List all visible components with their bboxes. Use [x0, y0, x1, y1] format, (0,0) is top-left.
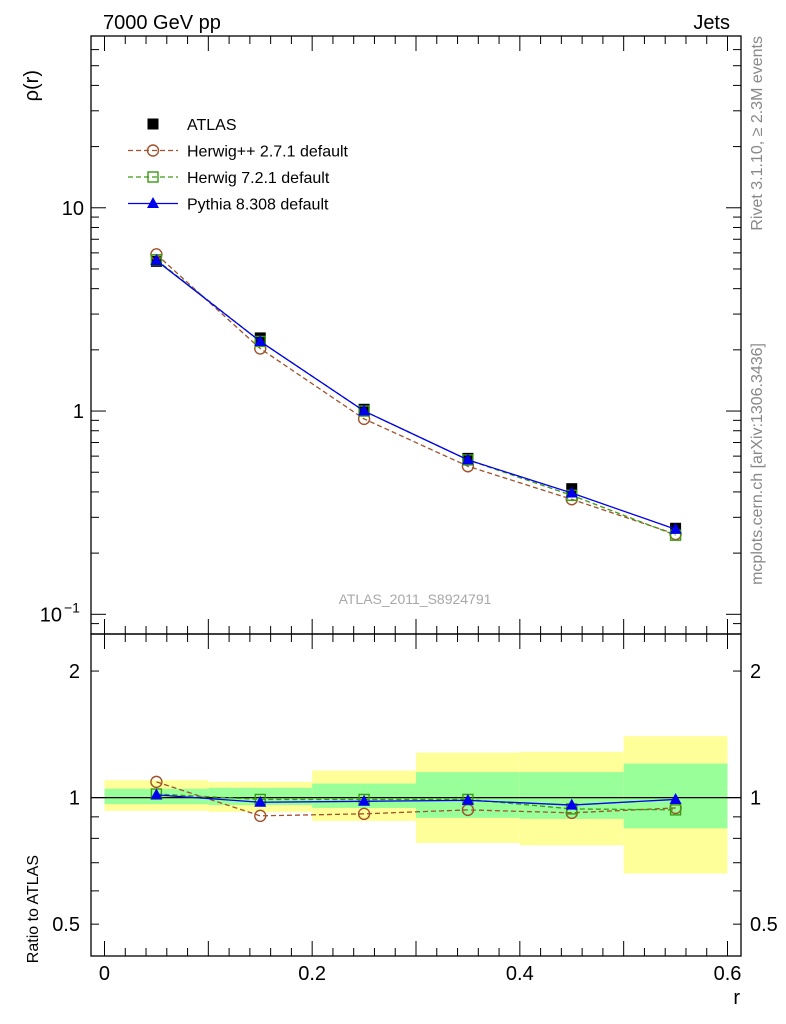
ratio-point-pythia — [358, 794, 371, 806]
ratio-point-pythia — [565, 798, 578, 810]
main-ytick-label: 10 — [40, 604, 62, 626]
x-axis-label: r — [733, 987, 740, 1009]
ratio-point-herwigpp — [150, 775, 163, 789]
main-point-pythia — [254, 334, 267, 346]
ratio-point-pythia — [150, 788, 163, 800]
ratio-uncertainty-bands — [104, 736, 728, 874]
ratio-line-herwigpp — [156, 781, 676, 817]
x-tick-label: 0.6 — [714, 963, 742, 985]
ratio-ytick-label-right: 0.5 — [750, 914, 778, 936]
main-line-pythia — [156, 260, 676, 530]
ratio-ytick-label: 0.5 — [52, 914, 80, 936]
rivet-version-label: Rivet 3.1.10, ≥ 2.3M events — [749, 36, 766, 231]
main-ytick-label: 1 — [73, 401, 84, 423]
mcplots-citation-label: mcplots.cern.ch [arXiv:1306.3436] — [749, 343, 766, 585]
ratio-ytick-label-right: 1 — [750, 788, 761, 810]
plot-frames — [90, 35, 742, 957]
main-point-pythia — [565, 486, 578, 498]
legend-marker-herwigpp — [146, 144, 160, 157]
ratio-point-herwigpp — [254, 809, 267, 823]
band-inner-4 — [519, 772, 624, 819]
ratio-ytick-label: 2 — [69, 661, 80, 683]
legend-label-herwig7: Herwig 7.2.1 default — [187, 170, 330, 187]
x-tick-label: 0.4 — [506, 963, 534, 985]
ratio-point-pythia — [669, 792, 682, 804]
ratio-plot-frame — [90, 633, 742, 957]
main-point-pythia — [150, 254, 163, 266]
ratio-line-herwig7 — [156, 793, 676, 811]
ratio-ytick-label-right: 2 — [750, 661, 761, 683]
header-left-label: 7000 GeV pp — [103, 12, 221, 34]
analysis-watermark: ATLAS_2011_S8924791 — [339, 591, 492, 607]
x-tick-label: 0 — [99, 963, 110, 985]
data-series — [91, 248, 741, 823]
main-point-pythia — [461, 453, 474, 465]
main-line-herwigpp — [155, 253, 676, 535]
ratio-point-pythia — [254, 795, 267, 807]
legend-marker-pythia — [147, 197, 159, 208]
legend-marker-atlas — [147, 118, 159, 130]
main-y-axis-label: ρ(r) — [21, 70, 43, 101]
ratio-point-pythia — [461, 793, 474, 805]
main-ytick-label: 10 — [62, 198, 84, 220]
legend: ATLAS Herwig++ 2.7.1 default Herwig 7.2.1 … — [128, 117, 349, 214]
main-point-pythia — [669, 522, 682, 534]
ratio-ytick-label: 1 — [69, 788, 80, 810]
legend-label-pythia: Pythia 8.308 default — [187, 197, 329, 214]
x-tick-label: 0.2 — [298, 963, 326, 985]
ratio-y-axis-label: Ratio to ATLAS — [25, 855, 42, 963]
header-right-label: Jets — [693, 12, 730, 34]
main-line-herwig7 — [156, 259, 676, 536]
legend-label-herwigpp: Herwig++ 2.7.1 default — [187, 144, 349, 161]
main-point-pythia — [358, 404, 371, 416]
legend-label-atlas: ATLAS — [187, 117, 237, 134]
ratio-point-herwigpp — [357, 807, 371, 821]
legend-marker-herwig7 — [147, 171, 159, 183]
main-ytick-exponent: −1 — [64, 599, 80, 615]
ratio-line-pythia — [156, 794, 676, 806]
ratio-point-herwig7 — [669, 804, 682, 816]
